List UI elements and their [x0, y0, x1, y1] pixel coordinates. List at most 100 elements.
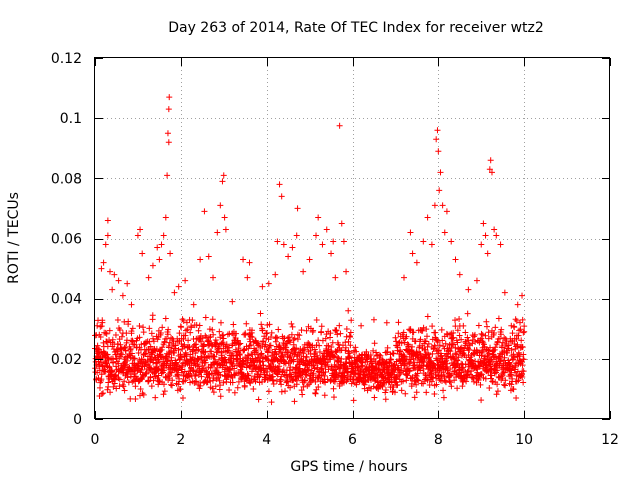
data-point	[393, 373, 400, 380]
data-point	[406, 360, 413, 367]
data-point	[442, 340, 449, 347]
data-point	[332, 327, 339, 334]
data-point	[272, 348, 279, 355]
data-point	[136, 334, 143, 341]
data-point	[227, 366, 234, 373]
data-point	[273, 351, 280, 358]
data-point	[183, 319, 190, 326]
data-point	[123, 330, 130, 337]
data-point	[398, 340, 405, 347]
data-point	[179, 394, 186, 401]
data-point	[347, 333, 354, 340]
data-point	[321, 372, 328, 379]
data-point	[209, 316, 216, 323]
data-point	[158, 370, 165, 377]
data-point	[125, 321, 132, 328]
data-point	[349, 365, 356, 372]
data-point	[334, 353, 341, 360]
data-point	[403, 333, 410, 340]
data-point	[256, 341, 263, 348]
data-point	[136, 322, 143, 329]
data-point	[128, 350, 135, 357]
data-point	[116, 376, 123, 383]
data-point	[208, 348, 215, 355]
data-point	[411, 394, 418, 401]
data-point	[343, 325, 350, 332]
data-point	[112, 371, 119, 378]
data-point	[131, 355, 138, 362]
data-point	[114, 316, 121, 323]
data-point	[138, 366, 145, 373]
data-point	[291, 335, 298, 342]
data-point	[127, 395, 134, 402]
data-point	[297, 361, 304, 368]
data-point	[146, 338, 153, 345]
data-point	[314, 352, 321, 359]
data-point	[429, 350, 436, 357]
data-point	[165, 344, 172, 351]
data-point	[379, 383, 386, 390]
data-point	[211, 353, 218, 360]
data-point	[129, 325, 136, 332]
data-point	[408, 380, 415, 387]
data-point	[148, 330, 155, 337]
data-point	[433, 381, 440, 388]
data-point	[434, 338, 441, 345]
data-point	[420, 324, 427, 331]
data-point	[268, 399, 275, 406]
y-tick-label: 0	[73, 412, 82, 428]
data-point	[270, 377, 277, 384]
data-point	[123, 337, 130, 344]
data-point	[177, 386, 184, 393]
data-point	[456, 316, 463, 323]
data-point	[294, 372, 301, 379]
data-point	[298, 373, 305, 380]
data-point	[196, 385, 203, 392]
data-point	[319, 361, 326, 368]
data-point	[383, 349, 390, 356]
data-point	[275, 326, 282, 333]
data-point	[95, 375, 102, 382]
data-point	[275, 366, 282, 373]
data-point	[452, 317, 459, 324]
x-tick-label: 12	[601, 432, 619, 448]
data-point	[417, 367, 424, 374]
data-point	[413, 381, 420, 388]
data-point	[306, 341, 313, 348]
data-point	[186, 344, 193, 351]
data-point	[246, 363, 253, 370]
data-point	[195, 327, 202, 334]
data-point	[252, 378, 259, 385]
data-point	[246, 379, 253, 386]
data-point	[106, 363, 113, 370]
data-point	[249, 334, 256, 341]
data-point	[422, 338, 429, 345]
data-point	[135, 365, 142, 372]
data-point	[243, 320, 250, 327]
data-point	[237, 340, 244, 347]
data-point	[434, 337, 441, 344]
data-point	[421, 376, 428, 383]
data-point	[196, 322, 203, 329]
data-point	[454, 327, 461, 334]
data-point	[310, 370, 317, 377]
data-point	[439, 337, 446, 344]
data-point	[172, 342, 179, 349]
data-point	[188, 324, 195, 331]
data-point	[197, 338, 204, 345]
data-point	[316, 342, 323, 349]
data-point	[226, 387, 233, 394]
data-point	[409, 374, 416, 381]
data-point	[348, 380, 355, 387]
data-point	[282, 388, 289, 395]
data-point	[336, 383, 343, 390]
data-point	[171, 349, 178, 356]
data-point	[450, 341, 457, 348]
data-point	[274, 335, 281, 342]
data-point	[96, 384, 103, 391]
data-point	[318, 328, 325, 335]
data-point	[195, 346, 202, 353]
data-point	[400, 351, 407, 358]
data-point	[202, 348, 209, 355]
data-point	[450, 334, 457, 341]
